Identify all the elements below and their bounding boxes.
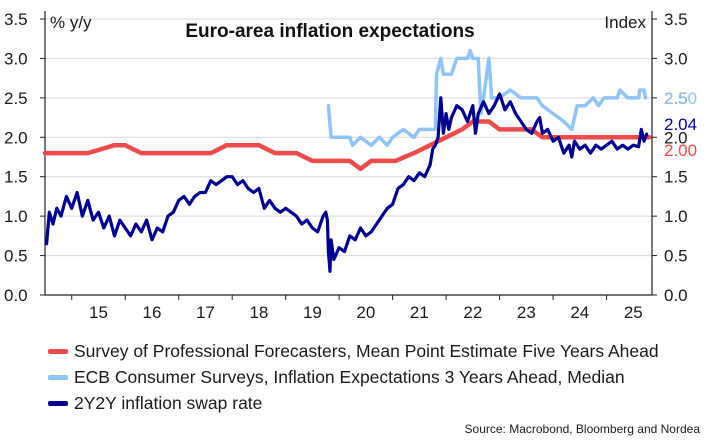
- legend-item-spf: Survey of Professional Forecasters, Mean…: [48, 338, 659, 364]
- x-tick-label: 22: [463, 303, 482, 322]
- y-tick-label-right: 0.0: [664, 286, 688, 305]
- legend-item-swap: 2Y2Y inflation swap rate: [48, 390, 659, 416]
- source-note: Source: Macrobond, Bloomberg and Nordea: [464, 422, 700, 436]
- y-tick-label-left: 2.0: [4, 128, 28, 147]
- y-tick-label-right: 2.0: [664, 128, 688, 147]
- x-tick-label: 19: [303, 303, 322, 322]
- x-tick-label: 25: [624, 303, 643, 322]
- legend-item-ecb: ECB Consumer Surveys, Inflation Expectat…: [48, 364, 659, 390]
- x-tick-label: 23: [517, 303, 536, 322]
- gridlines: [45, 18, 652, 257]
- series-layer: [42, 48, 652, 273]
- chart-title: Euro-area inflation expectations: [185, 21, 474, 42]
- y-tick-label-left: 2.5: [4, 89, 28, 108]
- end-value-labels: 2.50 2.04 2.00: [664, 89, 697, 160]
- end-value-label: 2.04: [664, 115, 697, 134]
- x-tick-label: 16: [142, 303, 161, 322]
- y-tick-label-left: 0.5: [4, 247, 28, 266]
- legend-swatch-ecb: [48, 374, 68, 380]
- y-tick-label-right: 1.0: [664, 207, 688, 226]
- y-tick-label-left: 3.5: [4, 10, 28, 29]
- x-tick-label: 21: [410, 303, 429, 322]
- x-tick-label: 18: [249, 303, 268, 322]
- axes: [40, 11, 657, 300]
- x-tick-label: 15: [89, 303, 108, 322]
- legend-label-swap: 2Y2Y inflation swap rate: [74, 392, 263, 413]
- x-tick-label: 24: [570, 303, 589, 322]
- legend-swatch-spf: [48, 348, 68, 354]
- x-tick-label: 17: [196, 303, 215, 322]
- y-tick-label-left: 0.0: [4, 286, 28, 305]
- y-tick-label-left: 3.0: [4, 49, 28, 68]
- y-axis-label-left: % y/y: [50, 13, 92, 32]
- y-tick-label-right: 3.0: [664, 49, 688, 68]
- end-value-label: 2.50: [664, 89, 697, 108]
- y-tick-label-left: 1.5: [4, 168, 28, 187]
- legend-label-ecb: ECB Consumer Surveys, Inflation Expectat…: [74, 366, 625, 387]
- y-tick-label-right: 2.5: [664, 89, 688, 108]
- legend-label-spf: Survey of Professional Forecasters, Mean…: [74, 340, 659, 361]
- y-axis-label-right: Index: [604, 13, 646, 32]
- tick-labels: 0.0 0.0 0.5 0.5 1.0 1.0 1.5 1.5 2.0 2.0 2.5 2.5 3.0 3…: [4, 10, 688, 322]
- end-value-label: 2.00: [664, 141, 697, 160]
- x-tick-label: 20: [356, 303, 375, 322]
- y-tick-label-left: 1.0: [4, 207, 28, 226]
- series-line: [42, 119, 652, 172]
- legend: Survey of Professional Forecasters, Mean…: [48, 338, 659, 416]
- legend-swatch-swap: [48, 400, 68, 406]
- y-tick-label-right: 3.5: [664, 10, 688, 29]
- y-tick-label-right: 0.5: [664, 247, 688, 266]
- series-line: [45, 92, 649, 273]
- y-tick-label-right: 1.5: [664, 168, 688, 187]
